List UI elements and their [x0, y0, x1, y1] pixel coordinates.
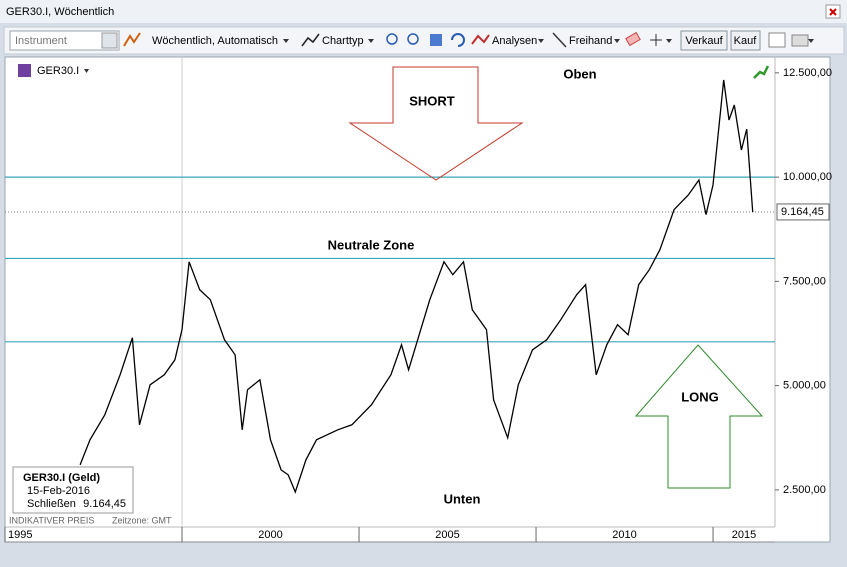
trend-icon	[753, 65, 770, 79]
annotation-top: Oben	[563, 66, 596, 81]
chart-type-icon	[301, 33, 320, 47]
dropdown-arrow	[84, 69, 89, 73]
y-tick-label: 10.000,00	[783, 171, 832, 183]
info-box	[12, 466, 134, 514]
last-price-tag	[776, 203, 830, 221]
x-tick-label: 2000	[258, 529, 282, 541]
zoom-in[interactable]	[386, 33, 398, 45]
x-tick-label: 2010	[612, 529, 636, 541]
window-buttons[interactable]	[825, 4, 841, 19]
analyses-menu[interactable]: Analysen	[492, 35, 537, 47]
freehand-icon	[552, 32, 567, 48]
reset[interactable]	[451, 33, 465, 47]
instrument-input[interactable]	[9, 30, 120, 51]
title-bar	[0, 0, 847, 23]
y-tick-label: 7.500,00	[783, 275, 826, 287]
indicator-icon[interactable]	[123, 32, 141, 47]
close-icon	[829, 8, 837, 16]
series-name: GER30.I	[37, 65, 79, 77]
annotation-neutral: Neutrale Zone	[328, 237, 415, 252]
chart-frame	[4, 56, 831, 543]
dropdown-arrow	[614, 39, 620, 43]
instrument-button[interactable]	[101, 32, 118, 49]
dropdown-arrow	[666, 39, 672, 43]
price-note: INDIKATIVER PREIS	[9, 515, 94, 525]
info-title: GER30.I (Geld)	[23, 472, 100, 484]
y-tick-label: 5.000,00	[783, 380, 826, 392]
last-price-label: 9.164,45	[781, 206, 824, 218]
sell-label: Verkauf	[685, 35, 723, 47]
crosshair[interactable]	[650, 34, 662, 46]
dropdown-arrow	[283, 39, 289, 43]
annotation-bottom: Unten	[444, 491, 481, 506]
chart-type-menu[interactable]: Charttyp	[322, 35, 364, 47]
print-icon[interactable]	[791, 34, 809, 47]
sell-button[interactable]	[680, 30, 728, 51]
instrument-placeholder: Instrument	[15, 35, 67, 47]
long-arrow	[634, 344, 764, 489]
info-date: 15-Feb-2016	[27, 485, 90, 497]
freehand-menu[interactable]: Freihand	[569, 35, 612, 47]
export-icon[interactable]	[768, 32, 786, 48]
zoom-out[interactable]	[407, 33, 419, 45]
info-close-value: 9.164,45	[83, 498, 126, 510]
dropdown-arrow	[808, 39, 814, 43]
buy-button[interactable]	[730, 30, 761, 51]
instrument-icon	[18, 64, 31, 77]
x-tick-label: 1995	[8, 529, 32, 541]
x-tick-label: 2015	[732, 529, 756, 541]
y-tick-label: 12.500,00	[783, 67, 832, 79]
timezone: Zeitzone: GMT	[112, 515, 172, 525]
short-arrow	[348, 66, 524, 181]
dropdown-arrow	[368, 39, 374, 43]
annotation-long: LONG	[681, 389, 719, 404]
eraser[interactable]	[625, 31, 641, 47]
window-title: GER30.I, Wöchentlich	[6, 6, 114, 18]
analyses-icon	[471, 34, 490, 45]
info-close-label: Schließen	[27, 498, 76, 510]
annotation-short: SHORT	[409, 93, 455, 108]
price-line	[79, 79, 754, 494]
buy-label: Kauf	[734, 35, 758, 47]
autoscale[interactable]	[430, 34, 442, 46]
dropdown-arrow	[538, 39, 544, 43]
y-tick-label: 2.500,00	[783, 484, 826, 496]
period-menu[interactable]: Wöchentlich, Automatisch	[152, 35, 278, 47]
x-tick-label: 2005	[435, 529, 459, 541]
